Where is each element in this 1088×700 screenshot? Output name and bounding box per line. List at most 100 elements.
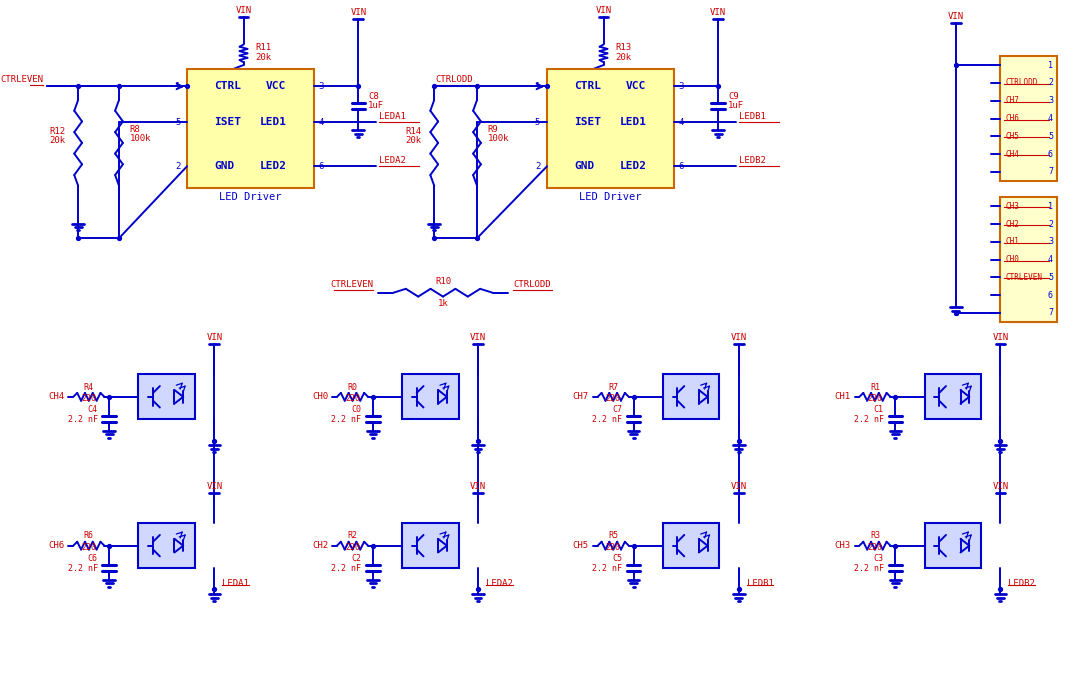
Text: CH1: CH1: [1005, 237, 1019, 246]
Text: 220: 220: [345, 543, 360, 552]
Text: 1uF: 1uF: [368, 102, 384, 111]
Text: CH7: CH7: [572, 392, 589, 401]
Text: 1uF: 1uF: [728, 102, 744, 111]
Text: VIN: VIN: [595, 6, 611, 15]
Text: R6: R6: [84, 531, 94, 540]
Text: C1: C1: [874, 405, 883, 414]
Text: GND: GND: [214, 161, 235, 172]
Text: CTRL: CTRL: [214, 81, 242, 92]
Text: 220: 220: [606, 394, 621, 403]
Text: LEDB1: LEDB1: [739, 112, 766, 121]
Text: CH4: CH4: [48, 392, 64, 401]
Text: CH6: CH6: [1005, 114, 1019, 123]
Text: C7: C7: [611, 405, 622, 414]
Text: VIN: VIN: [710, 8, 727, 17]
Text: R13: R13: [615, 43, 631, 52]
Text: LED Driver: LED Driver: [579, 193, 642, 202]
Text: VCC: VCC: [626, 81, 646, 92]
Text: CH3: CH3: [1005, 202, 1019, 211]
Text: 3: 3: [319, 82, 324, 91]
Text: LEDA2: LEDA2: [485, 579, 512, 588]
Text: CH7: CH7: [1005, 97, 1019, 105]
Bar: [925, 374, 981, 419]
Text: C5: C5: [611, 554, 622, 563]
Text: 1: 1: [535, 82, 541, 91]
Text: R2: R2: [347, 531, 358, 540]
Bar: [1001, 56, 1056, 181]
Text: VIN: VIN: [992, 333, 1009, 342]
Text: CH0: CH0: [312, 392, 329, 401]
Text: 100k: 100k: [487, 134, 509, 144]
Text: VIN: VIN: [470, 482, 486, 491]
Text: LED2: LED2: [619, 161, 646, 172]
Text: VIN: VIN: [350, 8, 367, 17]
Text: 2: 2: [1048, 78, 1053, 88]
Text: 2.2 nF: 2.2 nF: [67, 414, 98, 424]
Text: VIN: VIN: [948, 12, 964, 21]
Text: 1: 1: [175, 82, 181, 91]
Text: C8: C8: [368, 92, 379, 101]
Text: R3: R3: [870, 531, 880, 540]
Text: LED2: LED2: [259, 161, 286, 172]
Text: VIN: VIN: [207, 333, 222, 342]
Bar: [547, 69, 673, 188]
Text: R1: R1: [870, 383, 880, 391]
Text: R8: R8: [129, 125, 140, 134]
Text: 6: 6: [1048, 150, 1053, 159]
Text: 2.2 nF: 2.2 nF: [67, 564, 98, 573]
Text: CTRLODD: CTRLODD: [435, 75, 473, 84]
Text: R9: R9: [487, 125, 498, 134]
Text: CTRLODD: CTRLODD: [1005, 78, 1038, 88]
Text: R10: R10: [435, 277, 452, 286]
Text: GND: GND: [574, 161, 594, 172]
Text: 1: 1: [1048, 202, 1053, 211]
Bar: [403, 374, 458, 419]
Text: 220: 220: [82, 543, 97, 552]
Text: 220: 220: [606, 543, 621, 552]
Text: 4: 4: [679, 118, 683, 127]
Text: CTRLEVEN: CTRLEVEN: [1005, 273, 1042, 282]
Text: 100k: 100k: [129, 134, 151, 144]
Text: C4: C4: [88, 405, 98, 414]
Text: CTRLEVEN: CTRLEVEN: [330, 281, 373, 289]
Text: CTRLODD: CTRLODD: [514, 281, 551, 289]
Text: 220: 220: [867, 394, 882, 403]
Text: VCC: VCC: [267, 81, 286, 92]
Text: 20k: 20k: [256, 52, 271, 62]
Text: C3: C3: [874, 554, 883, 563]
Text: 20k: 20k: [406, 136, 421, 146]
Text: ISET: ISET: [214, 118, 242, 127]
Text: 7: 7: [1048, 309, 1053, 318]
Text: VIN: VIN: [235, 6, 251, 15]
Text: 4: 4: [319, 118, 324, 127]
Text: VIN: VIN: [207, 482, 222, 491]
Bar: [663, 374, 719, 419]
Text: LED1: LED1: [259, 118, 286, 127]
Text: LEDA1: LEDA1: [222, 579, 249, 588]
Text: 5: 5: [1048, 273, 1053, 282]
Text: CH5: CH5: [1005, 132, 1019, 141]
Text: CH4: CH4: [1005, 150, 1019, 159]
Text: 7: 7: [1048, 167, 1053, 176]
Text: VIN: VIN: [731, 333, 746, 342]
Text: VIN: VIN: [470, 333, 486, 342]
Text: 2.2 nF: 2.2 nF: [854, 564, 883, 573]
Text: R11: R11: [256, 43, 271, 52]
Text: VIN: VIN: [731, 482, 746, 491]
Bar: [1001, 197, 1056, 322]
Text: R4: R4: [84, 383, 94, 391]
Text: 2: 2: [1048, 220, 1053, 228]
Text: 220: 220: [82, 394, 97, 403]
Bar: [403, 524, 458, 568]
Text: 1k: 1k: [437, 299, 448, 308]
Text: 2: 2: [175, 162, 181, 171]
Text: CH0: CH0: [1005, 255, 1019, 264]
Text: 20k: 20k: [49, 136, 65, 146]
Text: CTRLEVEN: CTRLEVEN: [0, 75, 44, 84]
Text: CH1: CH1: [834, 392, 851, 401]
Text: R12: R12: [49, 127, 65, 136]
Text: CH5: CH5: [572, 541, 589, 550]
Text: 20k: 20k: [615, 52, 631, 62]
Bar: [138, 374, 195, 419]
Text: 1: 1: [1048, 61, 1053, 70]
